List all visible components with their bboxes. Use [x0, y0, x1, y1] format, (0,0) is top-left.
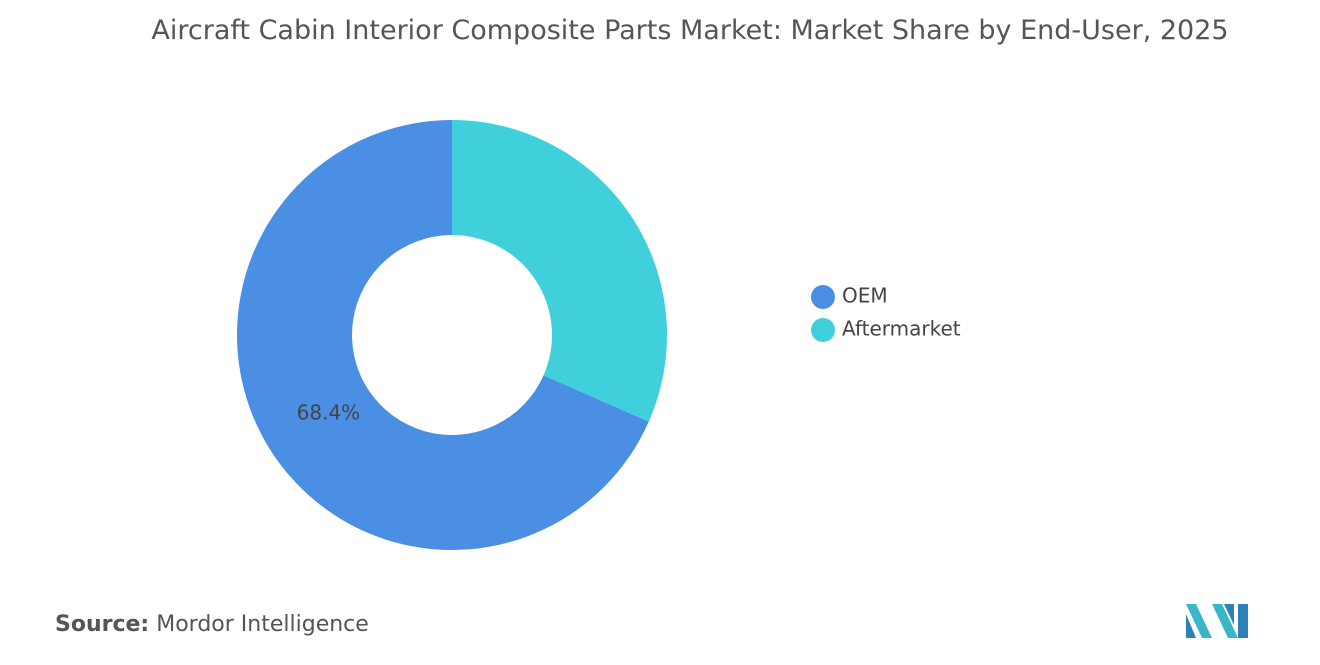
legend-label: OEM: [842, 284, 888, 308]
source: Source: Mordor Intelligence: [55, 612, 369, 637]
source-text: Mordor Intelligence: [156, 612, 369, 637]
data-label: 68.4%: [297, 401, 361, 425]
logo: [1186, 604, 1248, 638]
donut-slice: [236, 120, 649, 551]
legend-label: Aftermarket: [842, 317, 961, 341]
legend-marker: [811, 318, 835, 342]
donut-slice: [452, 120, 668, 422]
legend-marker: [811, 285, 835, 309]
chart-title: Aircraft Cabin Interior Composite Parts …: [151, 15, 1229, 46]
source-label: Source:: [55, 612, 150, 637]
